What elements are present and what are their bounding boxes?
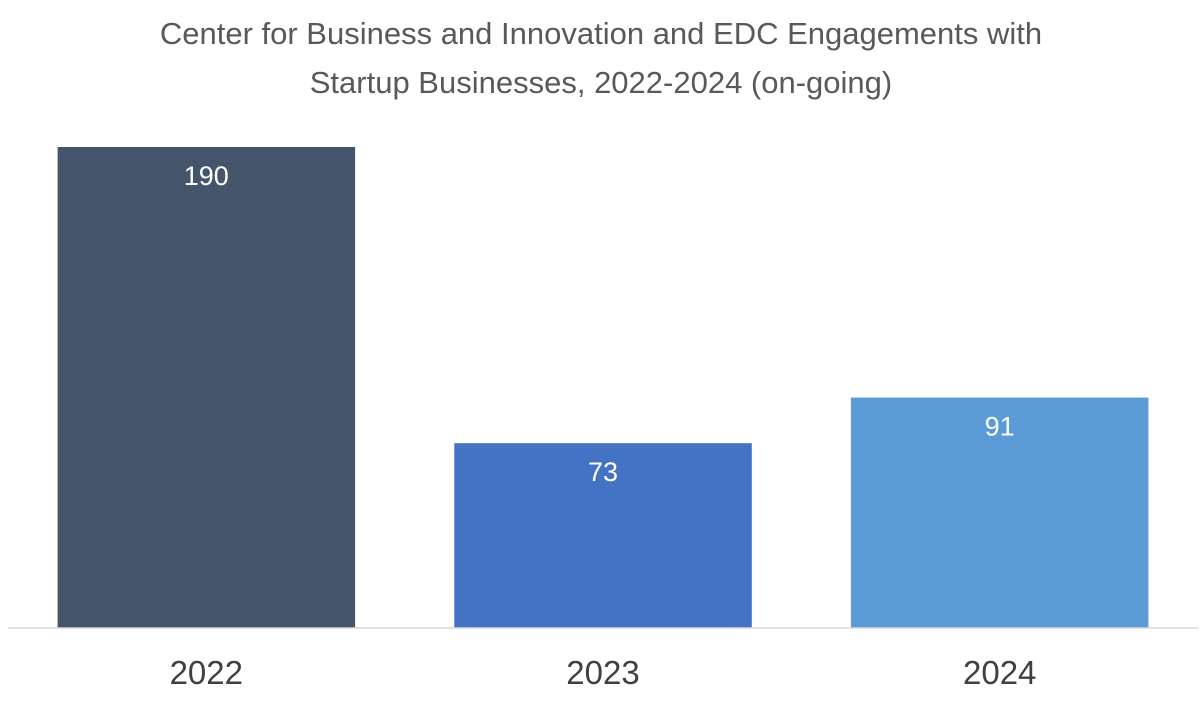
x-tick-label-2024: 2024 <box>963 654 1036 691</box>
bar-2023 <box>454 443 752 628</box>
x-tick-label-2023: 2023 <box>566 654 639 691</box>
bar-2024 <box>850 397 1149 628</box>
x-tick-label-2022: 2022 <box>170 654 243 691</box>
chart-title-line-2: Startup Businesses, 2022-2024 (on-going) <box>310 65 892 100</box>
bar-2022 <box>57 147 356 628</box>
chart-title-line-1: Center for Business and Innovation and E… <box>160 16 1042 51</box>
data-label-2022: 190 <box>184 161 229 191</box>
data-label-2023: 73 <box>588 457 618 487</box>
data-label-2024: 91 <box>985 412 1015 442</box>
bars-group: 190 73 91 <box>57 147 1149 628</box>
x-axis-ticks: 2022 2023 2024 <box>170 654 1037 691</box>
